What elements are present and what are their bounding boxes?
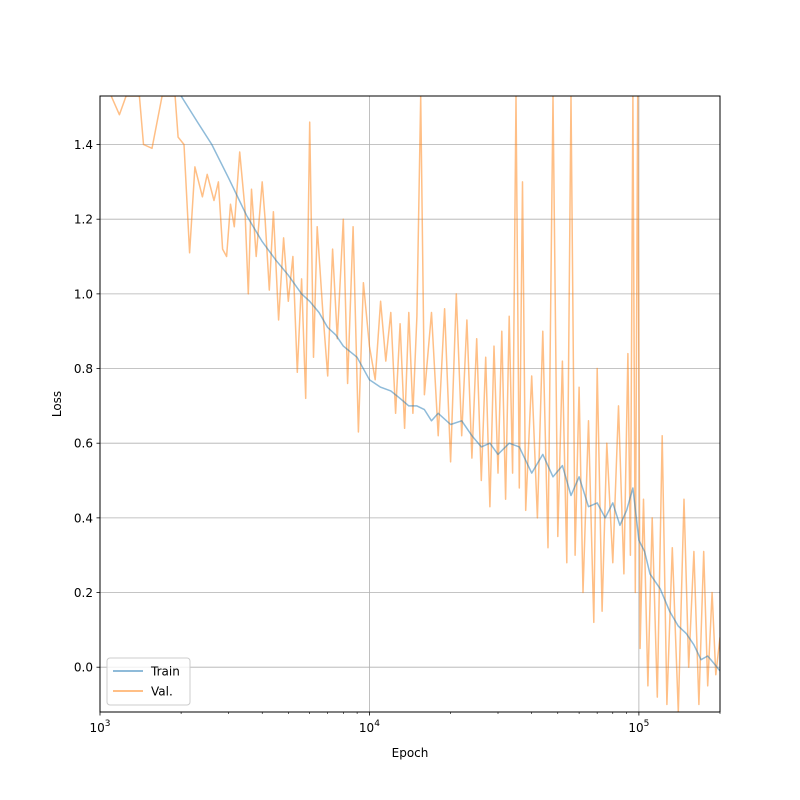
y-tick-label: 0.4 bbox=[74, 511, 93, 525]
y-tick-label: 0.0 bbox=[74, 661, 93, 675]
series-lines bbox=[110, 96, 720, 712]
series-line-val bbox=[110, 96, 720, 712]
series-line-train bbox=[180, 96, 720, 672]
x-axis-label: Epoch bbox=[392, 746, 429, 760]
axis-ticks: 0.0 0.2 0.4 0.6 0.8 1.0 1.2 1.4 103 104 105 bbox=[74, 138, 721, 735]
y-tick-label: 1.0 bbox=[74, 287, 93, 301]
y-tick-label: 0.8 bbox=[74, 362, 93, 376]
y-tick-label: 0.2 bbox=[74, 586, 93, 600]
plot-frame bbox=[99, 95, 721, 713]
x-tick-label: 105 bbox=[628, 719, 649, 735]
y-tick-label: 1.4 bbox=[74, 138, 93, 152]
legend: Train Val. bbox=[106, 657, 191, 706]
y-tick-label: 0.6 bbox=[74, 437, 93, 451]
x-tick-label: 104 bbox=[359, 719, 380, 735]
y-axis-label: Loss bbox=[50, 391, 64, 417]
legend-box bbox=[106, 657, 191, 706]
x-tick-label: 103 bbox=[89, 719, 110, 735]
legend-label-val: Val. bbox=[151, 685, 173, 699]
legend-label-train: Train bbox=[150, 665, 180, 679]
y-tick-label: 1.2 bbox=[74, 213, 93, 227]
